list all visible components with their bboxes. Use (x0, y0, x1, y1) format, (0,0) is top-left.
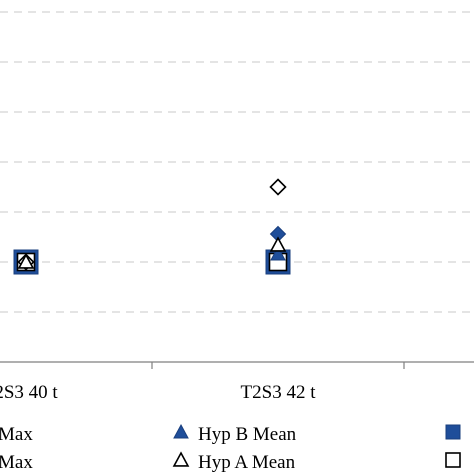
legend-marker-6 (445, 452, 461, 468)
legend-marker-2 (173, 423, 189, 439)
data-point-s6-c2 (269, 236, 287, 252)
data-point-s4-c2 (269, 178, 287, 196)
legend-label-5: Hyp A Mean (198, 452, 296, 473)
legend-label-4: Max (0, 452, 33, 473)
data-point-s6-c1 (17, 253, 35, 269)
data-point-s5-c2 (270, 245, 286, 261)
x-tick-label-1: 2S3 40 t (0, 382, 58, 403)
data-points (13, 178, 291, 275)
grid-lines (0, 11, 474, 313)
x-axis-ticks (151, 362, 405, 369)
legend-marker-3 (445, 424, 461, 440)
x-axis-tick-labels: 2S3 40 t T2S3 42 t (0, 382, 316, 403)
legend-label-2: Hyp B Mean (198, 424, 297, 445)
x-tick-label-2: T2S3 42 t (241, 382, 317, 403)
legend-marker-5 (172, 451, 190, 467)
legend: Max Hyp B Mean Max Hyp A Mean (0, 423, 461, 473)
legend-label-1: Max (0, 424, 33, 445)
